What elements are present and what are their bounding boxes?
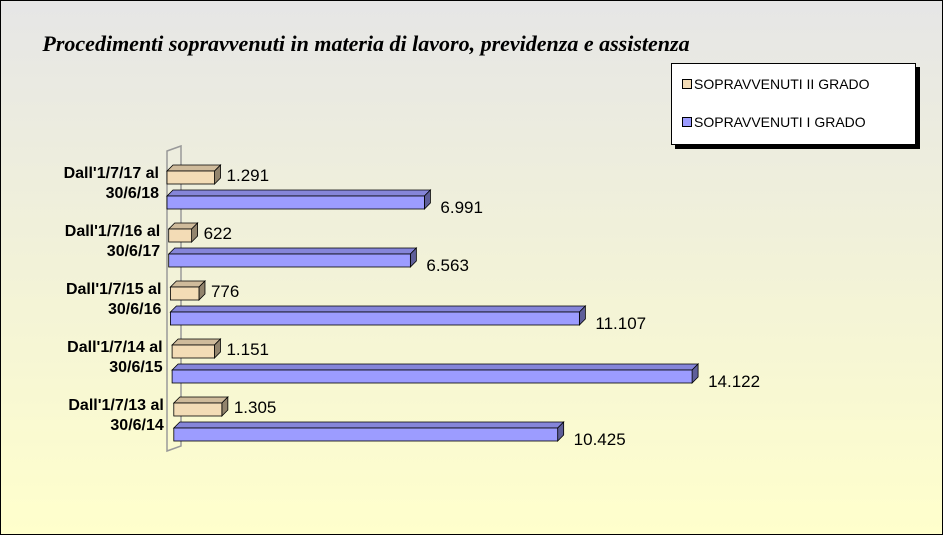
- bar-top: [166, 164, 222, 172]
- category-label: Dall'1/7/15 al 30/6/16: [65, 281, 162, 318]
- value-label: 11.107: [595, 314, 646, 333]
- bar-top: [166, 189, 432, 197]
- legend-swatch: [682, 79, 692, 89]
- value-label: 6.563: [426, 256, 469, 275]
- back-wall: [166, 144, 182, 453]
- legend-label: SOPRAVVENUTI II GRADO: [694, 76, 870, 92]
- bar-top: [172, 396, 229, 404]
- chart-title: Procedimenti sopravvenuti in materia di …: [42, 31, 690, 56]
- value-label: 6.991: [440, 198, 483, 217]
- value-label: 1.305: [234, 398, 277, 417]
- category-label: Dall'1/7/13 al 30/6/14: [68, 397, 164, 434]
- value-label: 622: [204, 224, 232, 243]
- bar: [168, 228, 193, 243]
- bar: [171, 369, 693, 384]
- bar-top: [171, 363, 700, 371]
- bar: [171, 344, 215, 359]
- value-label: 1.291: [227, 166, 270, 185]
- bar: [166, 195, 425, 210]
- bar: [173, 427, 559, 442]
- bar: [166, 170, 215, 185]
- legend: SOPRAVVENUTI II GRADO SOPRAVVENUTI I GRAD…: [671, 63, 916, 145]
- value-label: 1.151: [226, 340, 269, 359]
- legend-label: SOPRAVVENUTI I GRADO: [694, 114, 866, 130]
- bar-top: [169, 305, 587, 313]
- value-label: 776: [211, 282, 239, 301]
- legend-item: SOPRAVVENUTI II GRADO: [682, 76, 870, 92]
- category-label: Dall'1/7/16 al 30/6/17: [64, 223, 161, 260]
- bar: [173, 402, 223, 417]
- legend-item: SOPRAVVENUTI I GRADO: [682, 114, 866, 130]
- bar: [169, 311, 580, 326]
- value-label: 10.425: [574, 430, 626, 449]
- bar-top: [167, 247, 418, 255]
- category-label: Dall'1/7/17 al 30/6/18: [63, 165, 159, 202]
- legend-swatch: [682, 117, 692, 127]
- value-label: 14.122: [708, 372, 760, 391]
- bar: [168, 253, 411, 268]
- category-label: Dall'1/7/14 al 30/6/15: [67, 339, 163, 376]
- bar-top: [171, 338, 222, 346]
- bar-top: [172, 421, 565, 429]
- bar: [169, 286, 200, 301]
